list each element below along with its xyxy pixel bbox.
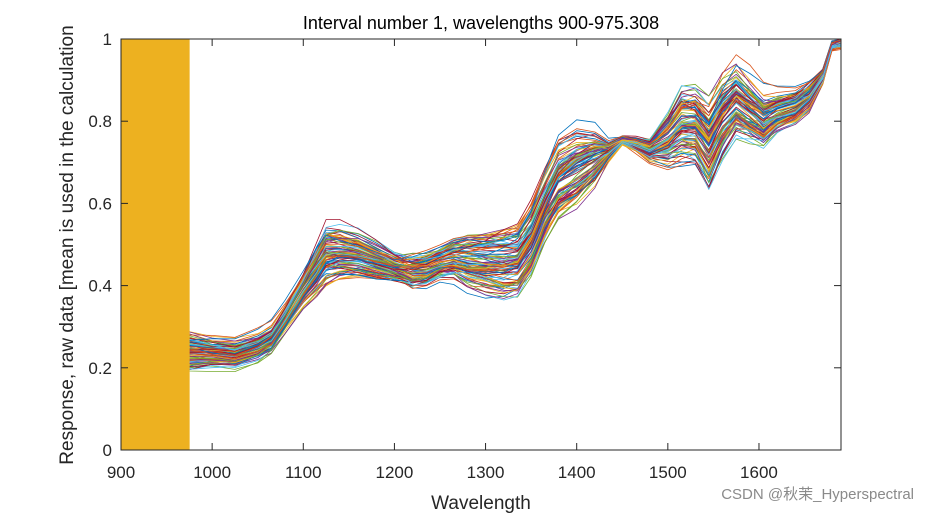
spectrum-line-31 — [120, 44, 842, 364]
spectrum-line-40 — [120, 41, 842, 366]
spectrum-line-97 — [120, 38, 842, 351]
spectrum-line-95 — [120, 40, 842, 348]
spectrum-line-73 — [120, 42, 842, 353]
spectrum-line-13 — [120, 46, 842, 370]
spectrum-line-100 — [120, 39, 842, 349]
spectrum-line-5 — [120, 42, 842, 371]
x-tick-label: 1200 — [376, 463, 414, 482]
spectrum-line-99 — [120, 39, 842, 348]
y-tick-label: 0.8 — [88, 112, 112, 131]
y-tick-label: 0.4 — [88, 277, 112, 296]
x-axis-label: Wavelength — [431, 493, 531, 514]
chart-title: Interval number 1, wavelengths 900-975.3… — [303, 13, 659, 33]
y-tick-label: 0.6 — [88, 194, 112, 213]
spectrum-line-7 — [120, 44, 842, 372]
y-axis-ticks: 0 0.2 0.4 0.6 0.8 1 — [88, 30, 841, 460]
series-group — [120, 38, 842, 378]
y-axis-label: Response, raw data [mean is used in the … — [57, 25, 78, 464]
x-axis-ticks: 900 1000 1100 1200 1300 1400 1500 1600 — [107, 39, 778, 482]
plot-area: 900 1000 1100 1200 1300 1400 1500 1600 00.20.40… — [88, 30, 842, 482]
spectrum-line-98 — [120, 38, 842, 348]
spectrum-line-91 — [120, 40, 842, 348]
x-tick-label: 1500 — [649, 463, 687, 482]
y-tick-label: 0.2 — [88, 359, 112, 378]
x-tick-label: 900 — [107, 463, 135, 482]
watermark-text: CSDN @秋茉_Hyperspectral — [721, 486, 914, 503]
spectrum-line-37 — [120, 46, 842, 362]
spectrum-line-94 — [120, 41, 842, 349]
y-tick-label: 0 — [103, 441, 112, 460]
axes-box — [120, 38, 842, 451]
spectrum-line-70 — [120, 40, 842, 355]
x-tick-label: 1400 — [558, 463, 596, 482]
y-tick-label: 1 — [103, 30, 112, 49]
x-tick-label: 1000 — [193, 463, 231, 482]
spectrum-line-79 — [120, 39, 842, 352]
interval-highlight-bar — [121, 39, 190, 450]
x-tick-label: 1300 — [467, 463, 505, 482]
x-tick-label: 1100 — [285, 463, 322, 482]
spectrum-line-32 — [120, 44, 842, 364]
x-tick-label: 1600 — [740, 463, 778, 482]
